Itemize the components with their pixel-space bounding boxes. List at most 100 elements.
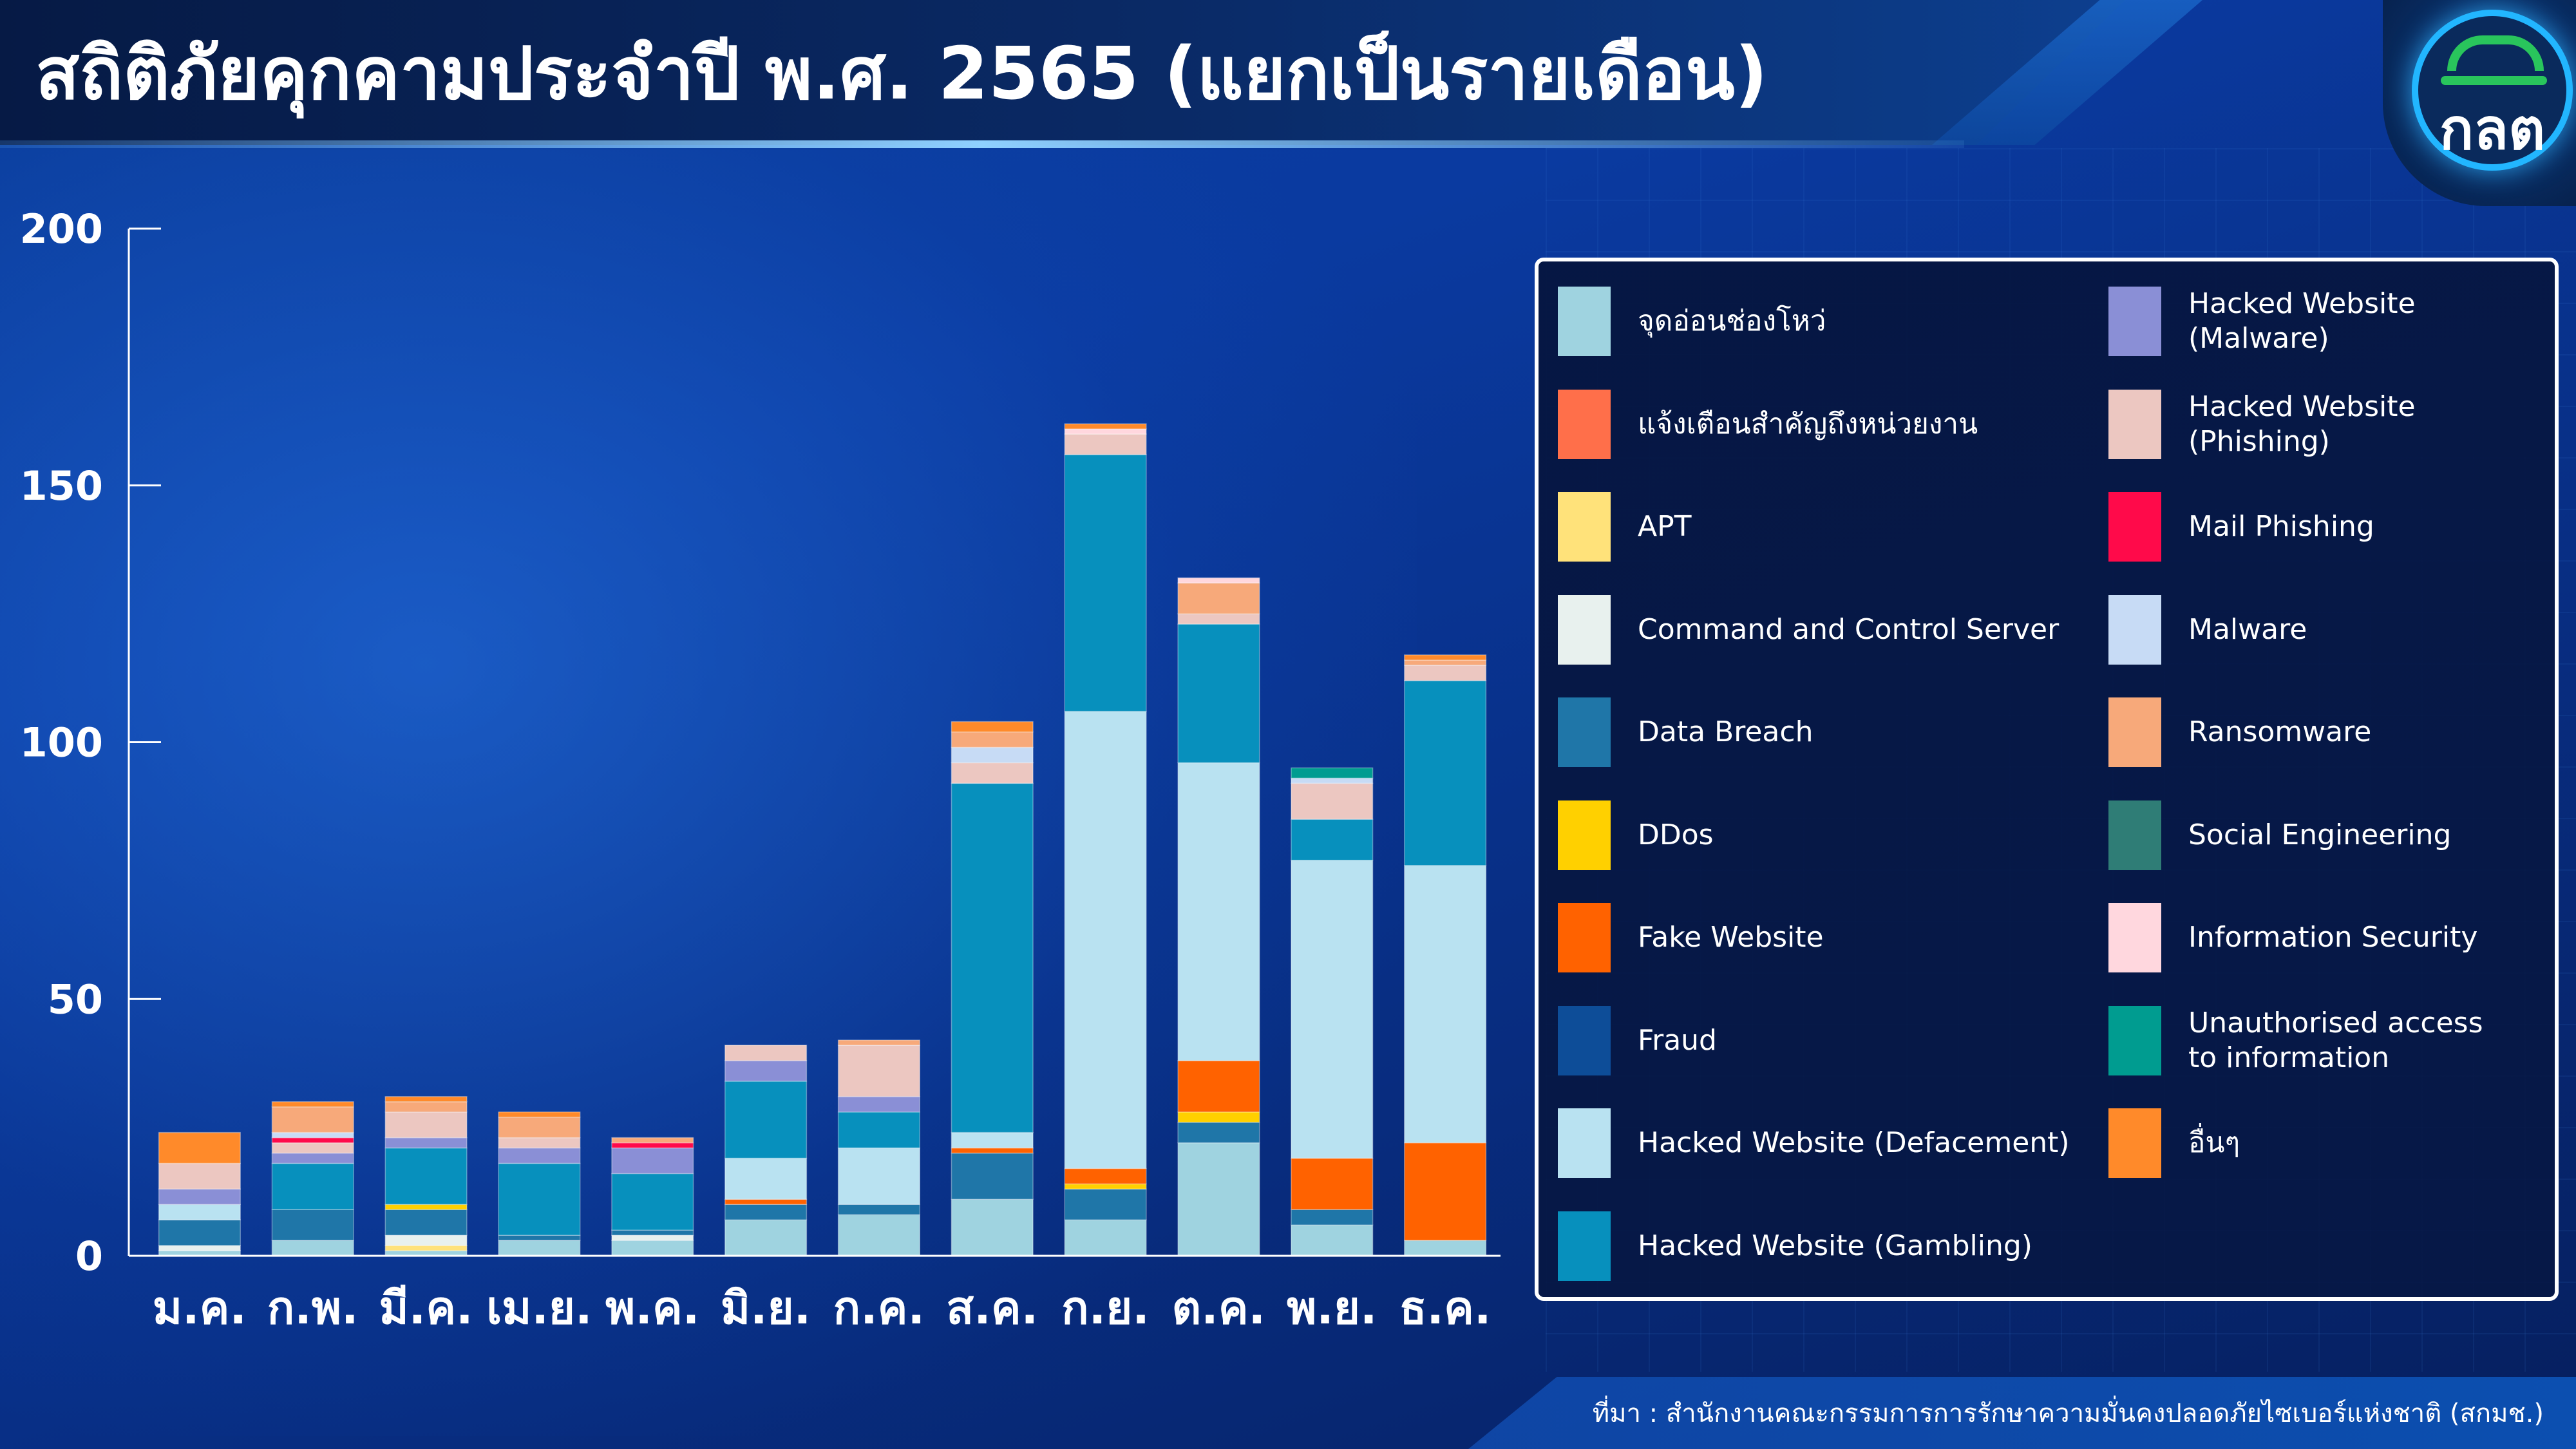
bar-segment	[1291, 1157, 1374, 1210]
bar-segment	[1177, 623, 1260, 764]
bar-segment	[384, 1137, 468, 1149]
legend-swatch	[1558, 1211, 1611, 1281]
bar-segment	[384, 1204, 468, 1210]
legend-swatch	[1558, 389, 1611, 459]
legend-label: Social Engineering	[2188, 818, 2452, 851]
page-title: สถิติภัยคุกคามประจำปี พ.ศ. 2565 (แยกเป็น…	[35, 32, 1768, 116]
legend-item: Hacked Website (Malware)	[2108, 286, 2555, 357]
bar-segment	[498, 1111, 581, 1118]
bar-segment	[271, 1106, 354, 1133]
legend-swatch	[1558, 492, 1611, 562]
logo-bar-icon	[2441, 76, 2547, 85]
bar-segment	[611, 1137, 694, 1144]
bar-segment	[498, 1235, 581, 1241]
legend-item: DDos	[1558, 800, 1714, 871]
legend-swatch	[2108, 1005, 2161, 1075]
legend-item: Information Security	[2108, 902, 2477, 973]
bar-segment	[837, 1039, 920, 1046]
legend-swatch	[2108, 800, 2161, 870]
bar-segment	[1064, 423, 1147, 430]
bar-segment	[837, 1111, 920, 1149]
bar-segment	[611, 1240, 694, 1256]
legend-swatch	[2108, 492, 2161, 562]
source-text: ที่มา : สำนักงานคณะกรรมการการรักษาความมั…	[1592, 1399, 2544, 1428]
legend-item: Unauthorised access to information	[2108, 1005, 2483, 1076]
bar-segment	[384, 1147, 468, 1206]
x-category-label: ม.ค.	[153, 1282, 247, 1334]
bar-segment	[271, 1162, 354, 1210]
bar-segment	[837, 1214, 920, 1256]
bar-segment	[1291, 860, 1374, 1159]
bar-segment	[1064, 454, 1147, 712]
bar-segment	[951, 1198, 1034, 1256]
bar-segment	[384, 1101, 468, 1113]
x-category-label: ก.ย.	[1061, 1282, 1150, 1334]
bar-segment	[1064, 1183, 1147, 1190]
legend-swatch	[2108, 287, 2161, 356]
bar-segment	[271, 1240, 354, 1256]
bar-segment	[611, 1229, 694, 1236]
legend-swatch	[2108, 594, 2161, 665]
y-axis: 0 50 100 150 200	[20, 205, 161, 1280]
x-category-label: ต.ค.	[1172, 1282, 1265, 1334]
legend-item: แจ้งเตือนสำคัญถึงหน่วยงาน	[1558, 389, 1978, 460]
bar-segment	[1177, 1060, 1260, 1113]
legend-label: Data Breach	[1638, 715, 1814, 748]
legend-swatch	[2108, 1108, 2161, 1178]
bar-segment	[1064, 710, 1147, 1170]
bar-segment	[1404, 665, 1487, 681]
y-tick-label: 200	[20, 205, 103, 252]
bar-segment	[384, 1096, 468, 1103]
legend-item: APT	[1558, 491, 1692, 562]
bar-segment	[271, 1132, 354, 1139]
legend-label: Fraud	[1638, 1023, 1717, 1057]
legend-item: Data Breach	[1558, 697, 1813, 768]
legend-label: Hacked Website (Malware)	[2188, 287, 2416, 355]
bar-segment	[1291, 819, 1374, 861]
bar-segment	[1177, 1111, 1260, 1123]
bar-segment	[951, 731, 1034, 748]
bar-segment	[158, 1219, 241, 1246]
bar-segment	[384, 1235, 468, 1246]
legend-item: Hacked Website (Gambling)	[1558, 1211, 2032, 1282]
logo-text: กลต	[2439, 96, 2546, 162]
bar-segment	[498, 1240, 581, 1256]
bar-segment	[498, 1147, 581, 1164]
bar-segment	[1064, 1188, 1147, 1220]
y-tick-label: 150	[20, 462, 103, 509]
legend-swatch	[1558, 800, 1611, 870]
bar-segment	[1177, 577, 1260, 584]
legend-item: Fraud	[1558, 1005, 1717, 1076]
bar-segment	[271, 1152, 354, 1164]
y-tick-label: 0	[75, 1233, 103, 1280]
bar-segment	[498, 1162, 581, 1236]
legend-item: Malware	[2108, 594, 2307, 665]
bar-segment	[1291, 767, 1374, 779]
bar-segment	[271, 1142, 354, 1154]
stacked-bar-chart: 0 50 100 150 200 ม.ค. ก.พ. มี.ค. เม.ย. พ.ค. มิ.ย.…	[20, 205, 1501, 1334]
bar-segment	[724, 1204, 808, 1220]
x-category-label: มิ.ย.	[721, 1282, 811, 1334]
bar-segment	[1291, 1224, 1374, 1256]
legend-label: Hacked Website (Defacement)	[1638, 1126, 2070, 1159]
legend-label: Information Security	[2188, 921, 2478, 954]
legend-label: Hacked Website (Gambling)	[1638, 1229, 2032, 1262]
source-bar	[1468, 1377, 2576, 1449]
legend-item: Command and Control Server	[1558, 594, 2059, 665]
bar-segment	[158, 1188, 241, 1205]
legend-label: Command and Control Server	[1638, 612, 2060, 646]
bar-segment	[1404, 1142, 1487, 1241]
legend-swatch	[1558, 697, 1611, 767]
x-category-label: พ.ย.	[1287, 1282, 1377, 1334]
bar-segment	[1404, 1240, 1487, 1256]
legend-label: Malware	[2188, 612, 2307, 646]
bar-segment	[1291, 777, 1374, 784]
bar-segment	[158, 1162, 241, 1190]
bar-segment	[1177, 1121, 1260, 1144]
bar-segment	[1291, 1209, 1374, 1226]
bar-segment	[1404, 865, 1487, 1144]
bar-segment	[951, 762, 1034, 784]
bar-segment	[837, 1147, 920, 1206]
legend-item: Hacked Website (Phishing)	[2108, 389, 2555, 460]
bar-segment	[611, 1235, 694, 1241]
